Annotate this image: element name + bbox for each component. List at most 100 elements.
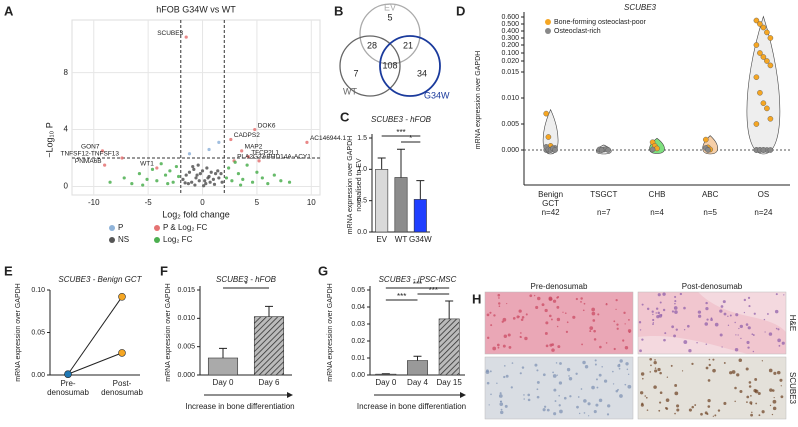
cell — [658, 409, 661, 412]
cell — [505, 374, 509, 378]
error-bar — [445, 300, 454, 319]
cell — [638, 321, 642, 324]
cell — [778, 344, 781, 347]
x-tick-label: Day 6 — [259, 378, 280, 387]
cell — [654, 367, 657, 369]
cell — [486, 381, 490, 385]
point-label: GON7 — [81, 144, 100, 151]
cell — [612, 383, 615, 385]
cell — [584, 365, 589, 369]
point — [118, 292, 126, 301]
cell — [700, 412, 703, 416]
point — [543, 110, 550, 117]
cell — [773, 396, 775, 399]
y-axis-label: mRNA expression over GAPDH — [165, 283, 172, 381]
point — [224, 176, 229, 180]
point — [187, 152, 192, 156]
chart-title: hFOB G34W vs WT — [156, 4, 236, 14]
y-tick-label: 0.000 — [501, 147, 519, 154]
point-label: CADPS2 — [234, 132, 260, 139]
cell — [622, 339, 625, 342]
error-bar — [219, 347, 227, 358]
y-tick-label: 0.00 — [31, 372, 45, 379]
y-tick-label: 0.600 — [501, 14, 519, 21]
significance-label: *** — [429, 286, 438, 295]
cell — [688, 408, 692, 412]
cell — [676, 408, 680, 412]
cell — [488, 404, 490, 406]
cell — [757, 392, 761, 396]
cell — [686, 324, 690, 328]
cell — [545, 344, 549, 348]
cell — [558, 381, 563, 385]
cell — [734, 400, 736, 403]
bar — [375, 169, 389, 233]
cell — [777, 328, 780, 331]
point — [272, 173, 276, 177]
cell — [628, 331, 631, 334]
cell — [659, 301, 662, 304]
point — [605, 147, 612, 153]
cell — [499, 402, 504, 406]
cell — [650, 364, 652, 367]
y-tick-label: 0.10 — [31, 287, 45, 294]
cell — [613, 320, 616, 323]
cell — [554, 400, 557, 403]
cell — [673, 334, 676, 338]
bar — [253, 316, 285, 376]
legend-label: Log₂ FC — [163, 235, 193, 244]
y-tick-label: 0.005 — [501, 121, 519, 128]
cell — [745, 323, 749, 326]
y-tick-label: 0.005 — [177, 344, 195, 351]
x-tick-label: Day 0 — [213, 378, 234, 387]
micrograph-frame — [637, 291, 787, 355]
cell — [662, 308, 666, 312]
cell — [616, 323, 619, 326]
cell — [659, 371, 662, 375]
cell — [743, 298, 747, 302]
cell — [719, 309, 723, 313]
cell — [657, 311, 660, 315]
significance-label: * — [244, 280, 247, 289]
cell — [575, 372, 578, 375]
y-tick-label: 0.010 — [501, 95, 519, 102]
x-axis-label: Log₂ fold change — [162, 209, 230, 219]
category-note: n=42 — [542, 208, 561, 217]
cell — [763, 318, 766, 321]
cell — [772, 406, 777, 411]
cell — [521, 366, 525, 369]
point — [287, 180, 292, 184]
cell — [556, 374, 558, 376]
cell — [753, 312, 756, 315]
cell — [583, 399, 587, 403]
cell — [624, 383, 627, 386]
point — [767, 35, 774, 41]
point — [250, 180, 255, 184]
cell — [502, 344, 506, 348]
cell — [580, 300, 582, 303]
cell — [497, 346, 500, 349]
cell — [655, 307, 659, 310]
point — [767, 116, 774, 122]
cell — [616, 327, 619, 330]
point — [767, 62, 774, 69]
point — [193, 183, 197, 187]
point — [760, 100, 767, 106]
cell — [628, 318, 630, 321]
cell — [519, 335, 522, 338]
point — [197, 179, 201, 183]
point — [211, 177, 216, 181]
cell — [593, 410, 597, 414]
cell — [708, 363, 711, 367]
row-label: SCUBE3 — [788, 372, 797, 405]
x-tick-label: -10 — [88, 198, 100, 207]
micrograph-frame — [484, 356, 634, 420]
point — [233, 160, 237, 164]
cell — [536, 380, 540, 384]
cell — [523, 398, 525, 400]
point — [176, 174, 181, 179]
point — [753, 121, 760, 127]
cell — [698, 314, 702, 318]
point — [760, 24, 767, 31]
